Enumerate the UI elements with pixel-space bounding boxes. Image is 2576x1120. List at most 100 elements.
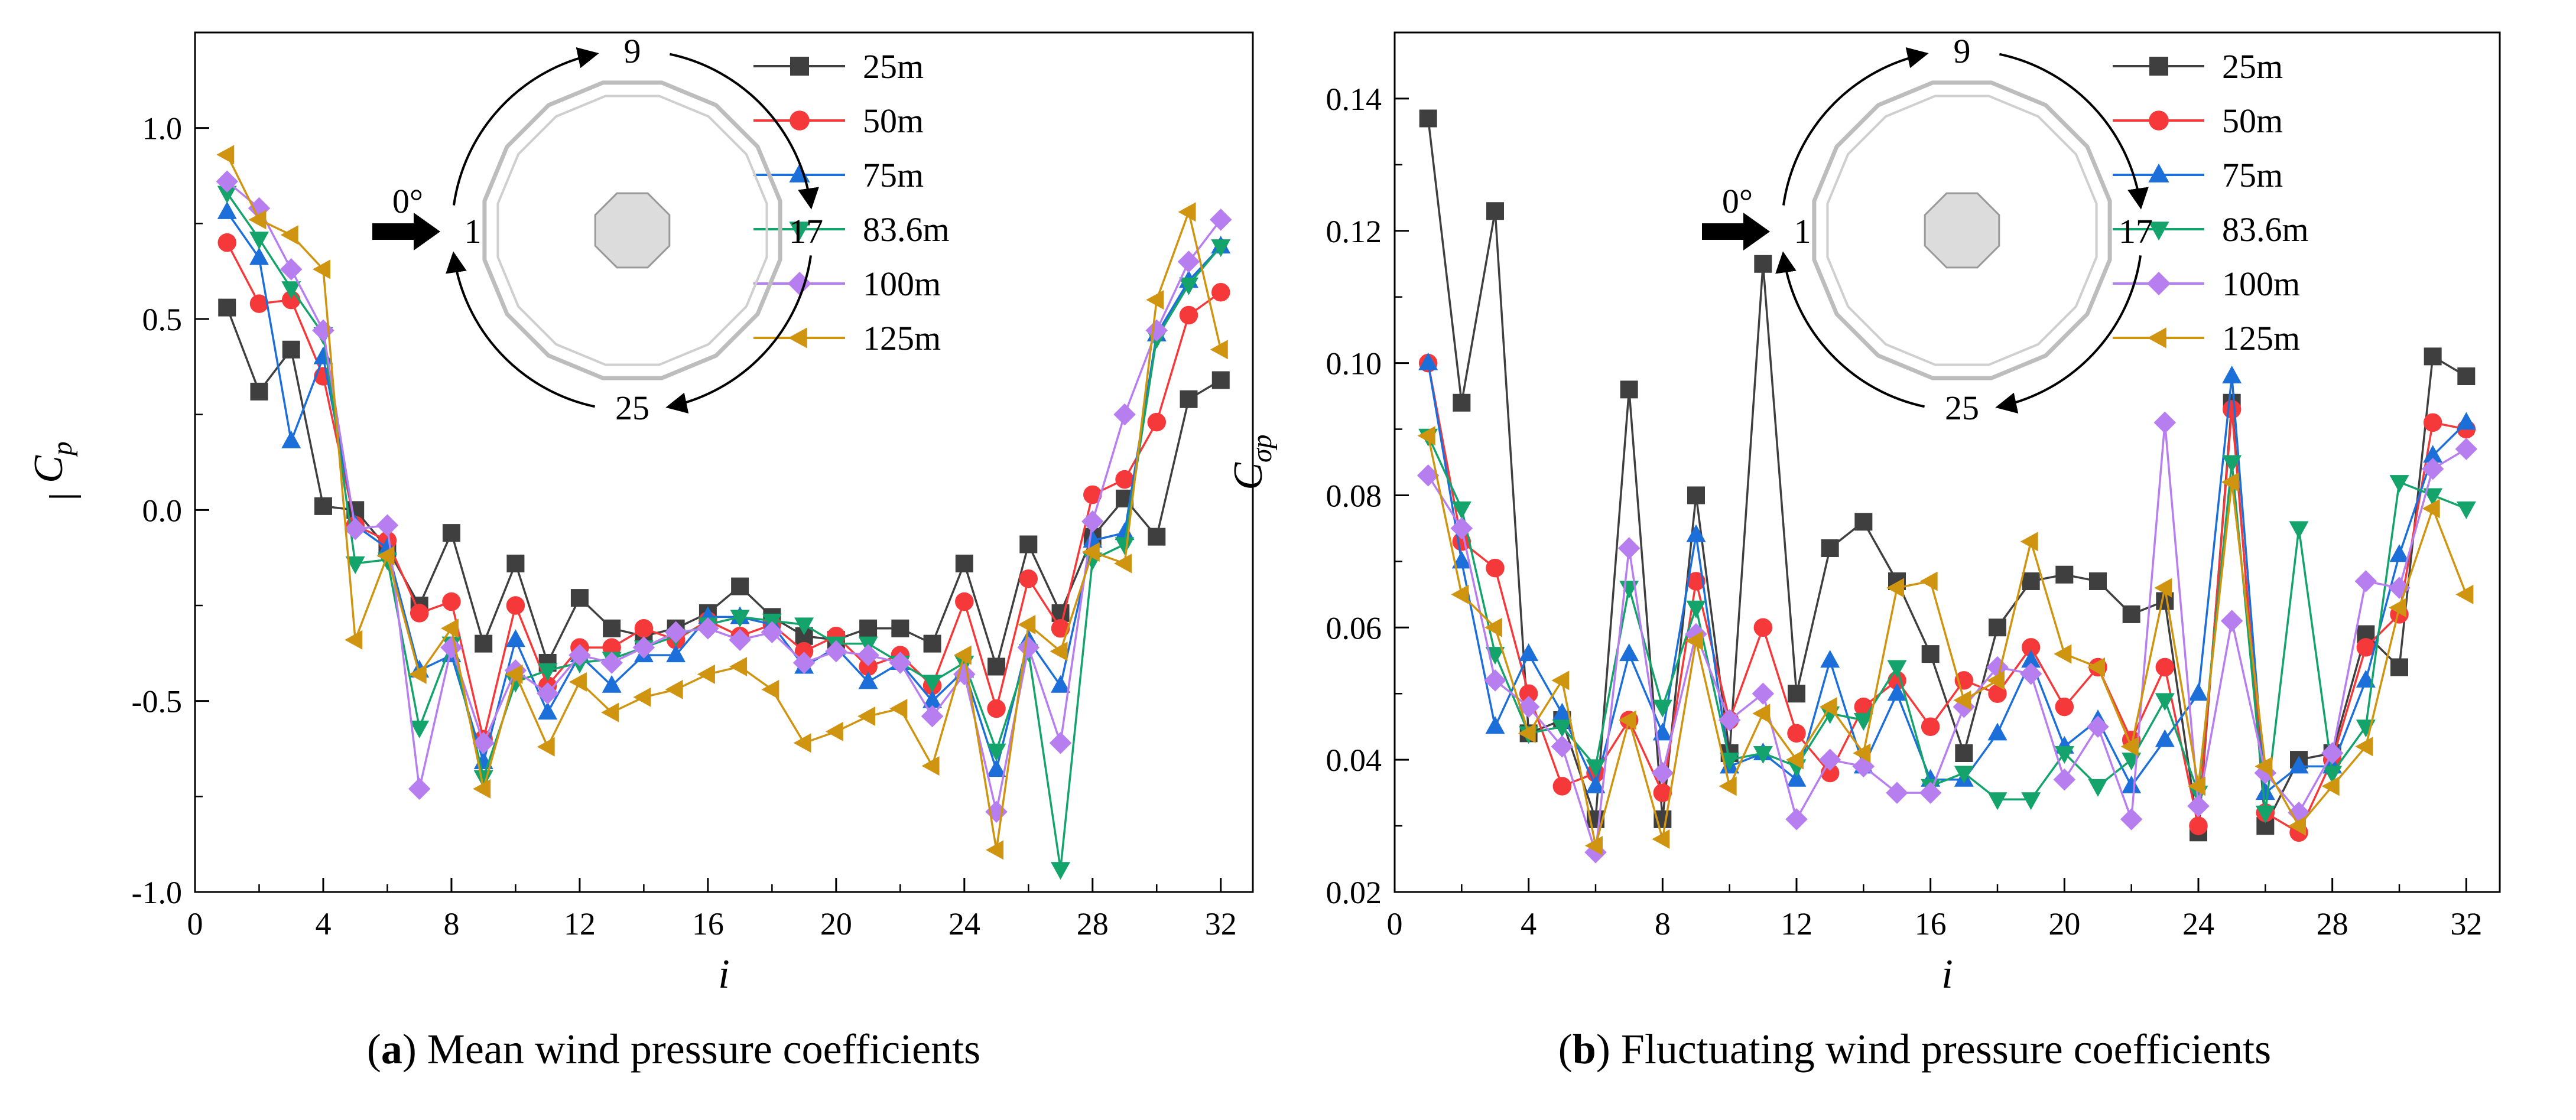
data-point: [2155, 693, 2175, 711]
data-point: [731, 577, 749, 595]
legend-label: 100m: [2222, 265, 2300, 303]
data-point: [475, 634, 493, 653]
data-point: [2354, 570, 2377, 592]
data-point: [2153, 411, 2177, 434]
data-point: [2255, 756, 2273, 776]
direction-arrow: [1995, 255, 2142, 414]
series-125m: [1417, 426, 2474, 856]
outer-polygon: [482, 80, 782, 380]
wind-arrow-icon: [1702, 213, 1770, 250]
data-point: [1787, 724, 1806, 743]
data-point: [987, 657, 1006, 676]
data-point: [1417, 426, 1435, 446]
inset-label-bottom: 25: [615, 389, 649, 427]
data-point: [1853, 743, 1871, 763]
series-line: [1427, 363, 2467, 795]
legend-label: 83.6m: [863, 210, 950, 249]
data-point: [953, 663, 976, 686]
data-point: [345, 556, 365, 574]
data-point: [1819, 697, 1837, 717]
data-point: [794, 617, 814, 636]
inner-polygon: [1826, 95, 2098, 366]
data-point: [1484, 669, 1506, 692]
data-point: [249, 232, 269, 250]
data-point: [2222, 366, 2242, 383]
chart-panel-b: 0 4 8 12 16 20 24 28 32 0.02 0.04 0.06 0.08 0.10 0.12 0…: [1226, 31, 2501, 1073]
data-point: [2389, 544, 2409, 562]
x-tick-label: 20: [2048, 906, 2080, 942]
legend-marker: [2148, 222, 2169, 241]
data-point: [2222, 455, 2242, 473]
series-line: [1427, 435, 2467, 813]
data-point: [1820, 650, 1840, 668]
data-point: [1083, 485, 1102, 504]
data-point: [1211, 371, 1230, 389]
data-point: [1786, 769, 1807, 787]
data-point: [1685, 631, 1703, 651]
data-point: [2088, 779, 2108, 797]
data-point: [2356, 638, 2376, 657]
data-point: [2019, 662, 2042, 685]
series-line: [226, 307, 1222, 670]
data-point: [1518, 723, 1536, 743]
data-point: [1178, 202, 1196, 222]
y-tick-label: 0.08: [1326, 478, 1382, 513]
data-point: [1652, 829, 1670, 849]
data-point: [1179, 277, 1199, 295]
series-line: [226, 180, 1222, 812]
data-point: [537, 737, 555, 757]
data-point: [376, 514, 399, 536]
data-point: [408, 777, 431, 800]
data-point: [2421, 457, 2444, 480]
inset-label-right: 17: [2119, 212, 2153, 250]
y-tick-label: 0.0: [142, 493, 183, 528]
data-point: [1617, 537, 1641, 559]
data-point: [1179, 305, 1198, 325]
data-point: [2289, 521, 2309, 539]
data-point: [442, 592, 461, 611]
x-tick-label: 8: [443, 906, 459, 942]
data-point: [281, 281, 301, 299]
data-point: [1618, 710, 1636, 730]
data-point: [472, 732, 495, 754]
data-point: [442, 524, 460, 542]
data-point: [922, 690, 943, 708]
data-point: [1417, 464, 1440, 487]
data-point: [633, 687, 651, 707]
x-tick-label: 32: [1205, 906, 1237, 942]
direction-arrow: [1999, 53, 2149, 210]
data-point: [1083, 530, 1103, 548]
data-point: [2021, 792, 2041, 810]
series-line: [1427, 422, 2467, 853]
data-point: [2221, 472, 2239, 492]
legend-label: 50m: [2222, 102, 2283, 140]
caption: (b) Fluctuating wind pressure coefficien…: [1558, 1025, 2271, 1073]
data-point: [1886, 578, 1904, 598]
wind-arrow-icon: [372, 213, 440, 250]
legend-label: 125m: [2222, 319, 2300, 357]
legend-marker: [2147, 272, 2171, 295]
data-point: [2122, 775, 2142, 793]
data-point: [665, 679, 683, 699]
data-point: [1114, 554, 1132, 574]
data-point: [858, 671, 878, 689]
data-point: [1651, 761, 1674, 784]
data-point: [761, 621, 784, 644]
data-point: [1954, 766, 1974, 784]
data-point: [697, 617, 719, 640]
data-point: [1450, 517, 1473, 540]
data-point: [1051, 675, 1071, 693]
legend-label: 75m: [2222, 156, 2283, 194]
legend: 25m 50m 75m 83.6m 100m 125m: [753, 47, 950, 357]
data-point: [2255, 782, 2275, 800]
data-point: [280, 225, 298, 245]
x-tick-label: 12: [564, 906, 596, 942]
data-point: [569, 644, 591, 666]
data-point: [2055, 565, 2074, 584]
legend-label: 50m: [863, 102, 924, 140]
data-point: [1921, 717, 1940, 736]
data-point: [1818, 748, 1841, 771]
data-point: [889, 652, 912, 674]
x-tick-label: 4: [1521, 906, 1536, 942]
x-tick-label: 16: [692, 906, 724, 942]
